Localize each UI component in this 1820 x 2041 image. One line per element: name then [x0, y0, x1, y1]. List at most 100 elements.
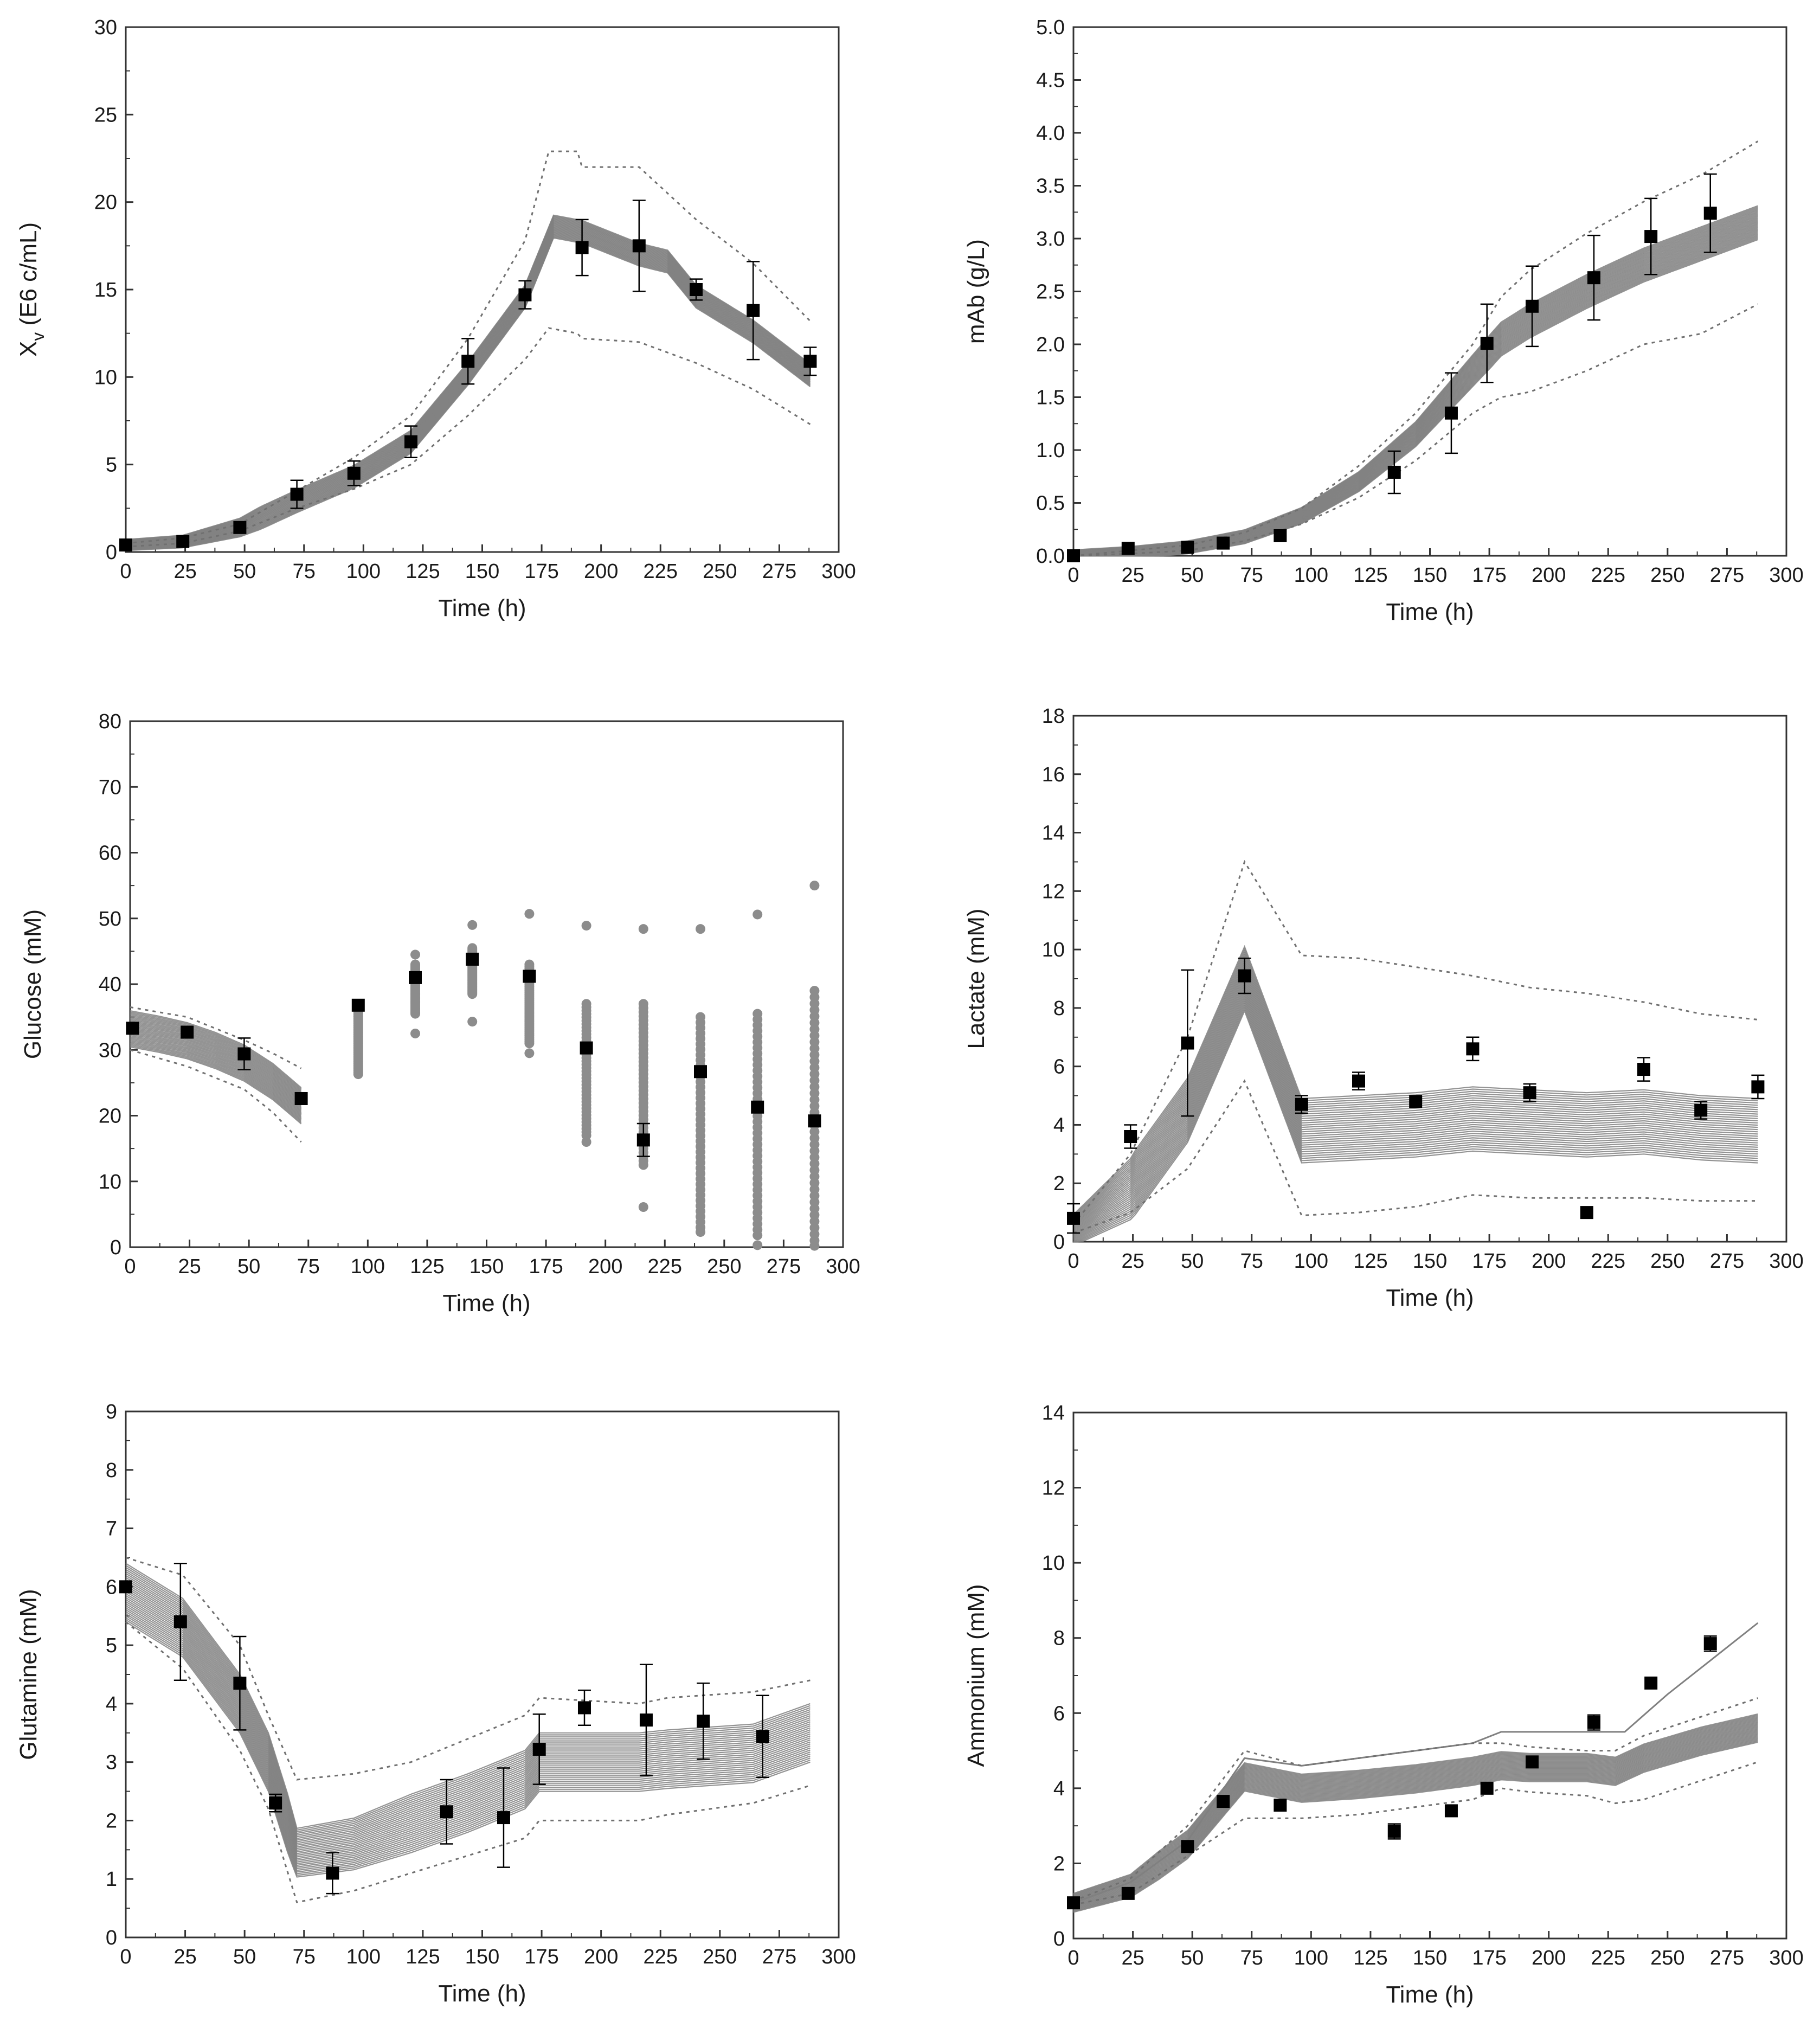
scatter-outlier [696, 924, 705, 934]
observed-point [1238, 969, 1251, 983]
observed-point [1352, 1074, 1365, 1088]
y-tick-label: 16 [1042, 763, 1065, 786]
x-tick-label: 225 [1591, 1947, 1625, 1969]
x-axis-title: Time (h) [1386, 599, 1474, 625]
x-tick-label: 100 [1294, 1250, 1328, 1273]
observed-point [1121, 1886, 1135, 1900]
y-tick-label: 20 [94, 191, 117, 214]
model-line [1073, 1714, 1758, 1895]
scatter-outlier [410, 949, 420, 960]
model-line [130, 1034, 302, 1112]
x-tick-label: 300 [1769, 564, 1803, 587]
observed-point [1525, 1755, 1539, 1769]
y-tick-label: 14 [1042, 1402, 1065, 1424]
x-tick-label: 250 [703, 1946, 737, 1968]
model-line [1073, 1000, 1758, 1242]
model-line [1073, 1720, 1758, 1899]
model-line [130, 1038, 302, 1117]
scatter-outlier [524, 909, 535, 919]
y-tick-label: 6 [1053, 1702, 1065, 1725]
y-tick-label: 40 [99, 973, 121, 996]
model-line [1073, 1713, 1758, 1894]
y-tick-label: 30 [94, 16, 117, 39]
observed-point [404, 435, 417, 448]
plot-frame [125, 26, 840, 553]
x-tick-label: 25 [178, 1255, 201, 1278]
y-tick-label: 2.0 [1036, 333, 1065, 356]
chart-glutamine: 0 25 50 75 100 125 150 175 200 225 250 275 300 0 1 2 3 4 5… [15, 1401, 856, 2007]
model-line [1073, 1719, 1758, 1898]
x-tick-label: 275 [1710, 1947, 1744, 1969]
y-tick-label: 4 [106, 1693, 117, 1716]
x-tick-label: 75 [293, 560, 316, 583]
observed-point [233, 1677, 247, 1690]
y-tick-label: 4 [1053, 1777, 1065, 1800]
y-tick-label: 2 [1053, 1172, 1065, 1195]
model-line [125, 230, 811, 548]
model-line [1073, 987, 1758, 1236]
x-axis-title: Time (h) [442, 1290, 530, 1317]
x-tick-label: 125 [1353, 1947, 1387, 1969]
scatter-point [410, 959, 420, 970]
model-line [125, 1619, 811, 1876]
observed-point [269, 1796, 282, 1810]
scatter-point [581, 999, 591, 1009]
scatter-outlier [638, 924, 648, 934]
model-line [1073, 952, 1758, 1218]
observed-point [351, 998, 365, 1012]
y-axis-title-main: Glucose (mM) [20, 909, 46, 1059]
scatter-outlier [524, 1048, 535, 1058]
x-axis-title: Time (h) [1386, 1285, 1474, 1311]
y-tick-label: 70 [99, 776, 121, 799]
x-axis-title: Time (h) [438, 1980, 526, 2007]
model-line [130, 1020, 302, 1099]
model-line [1073, 1009, 1758, 1243]
y-tick-label: 0 [110, 1236, 121, 1259]
y-axis-title-main: X [15, 341, 42, 357]
model-line [125, 233, 811, 549]
x-tick-label: 25 [1121, 1947, 1144, 1969]
y-axis-title-main: Lactate (mM) [963, 908, 989, 1049]
observed-point [1751, 1080, 1765, 1094]
model-line [125, 235, 811, 550]
model-line [1073, 993, 1758, 1239]
observed-point [1644, 1676, 1658, 1690]
band-lower-line [125, 1621, 811, 1904]
band-lower-line [1073, 303, 1759, 557]
observed-point [1587, 1716, 1600, 1729]
y-axis-title: mAb (g/L) [963, 239, 989, 344]
x-tick-label: 25 [173, 1946, 196, 1968]
chart-mab: 0 25 50 75 100 125 150 175 200 225 250 275 300 0.0 0.5… [963, 16, 1804, 625]
x-tick-label: 0 [1067, 1250, 1079, 1273]
model-line [130, 1032, 302, 1111]
model-line [1073, 1003, 1758, 1243]
observed-point [747, 304, 760, 317]
x-tick-label: 25 [173, 560, 196, 583]
model-line [1073, 996, 1758, 1240]
observed-point [497, 1811, 510, 1825]
scatter-outlier [581, 1137, 591, 1147]
observed-point [1387, 465, 1401, 479]
model-line [1073, 960, 1758, 1223]
x-tick-label: 250 [703, 560, 737, 583]
scatter-outlier [410, 1028, 420, 1038]
model-line [1073, 947, 1758, 1216]
x-tick-label: 0 [1067, 1947, 1079, 1969]
observed-point [1217, 1795, 1230, 1808]
model-line-outlier [1073, 1622, 1759, 1904]
observed-point [1480, 337, 1494, 350]
model-line [1073, 235, 1758, 557]
observed-point [290, 487, 304, 501]
scatter-point [638, 999, 648, 1009]
y-tick-label: 4.0 [1036, 122, 1065, 145]
y-tick-label: 60 [99, 842, 121, 865]
y-tick-label: 0 [106, 541, 117, 564]
model-line [1073, 1722, 1758, 1900]
x-tick-label: 50 [233, 1946, 256, 1968]
observed-point [803, 355, 817, 368]
model-line [1073, 1717, 1758, 1897]
x-tick-label: 225 [1591, 564, 1625, 587]
observed-point [632, 239, 646, 253]
y-tick-label: 2 [106, 1809, 117, 1832]
model-line [125, 232, 811, 549]
